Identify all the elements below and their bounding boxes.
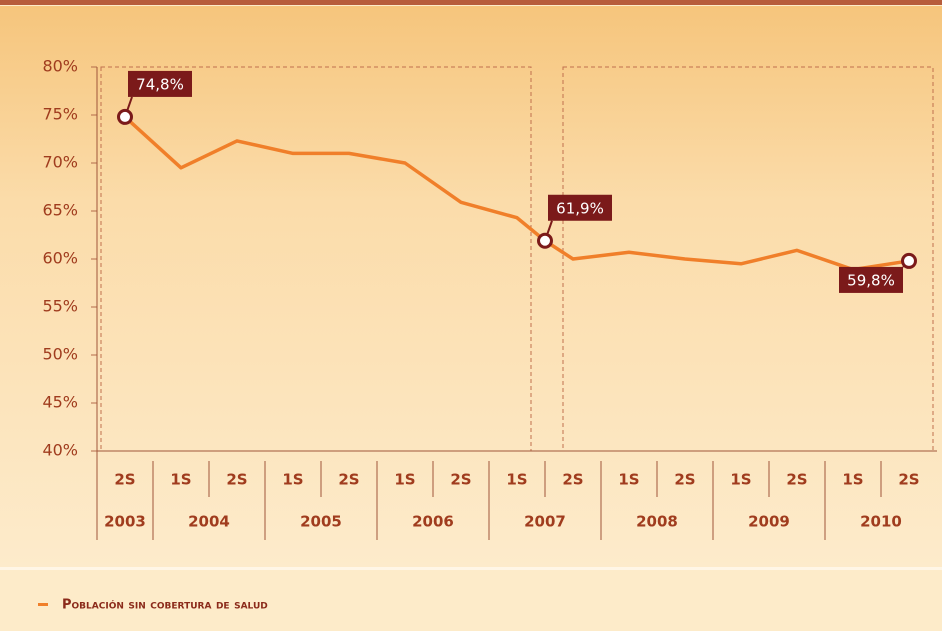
group-label: 2004 xyxy=(188,513,230,531)
y-tick-label: 65% xyxy=(42,201,78,220)
line xyxy=(123,115,910,272)
data-label: 59,8% xyxy=(847,271,895,289)
group-label: 2006 xyxy=(412,513,454,531)
x-tick-label: 1S xyxy=(394,471,415,489)
group-label: 2003 xyxy=(104,513,146,531)
group-label: 2009 xyxy=(748,513,790,531)
y-tick-label: 40% xyxy=(42,441,78,460)
annotation-box xyxy=(548,194,612,221)
legend-swatch xyxy=(38,603,48,606)
group-label: 2010 xyxy=(860,513,902,531)
x-tick-label: 2S xyxy=(562,471,583,489)
x-tick-label: 2S xyxy=(114,471,135,489)
x-tick-label: 2S xyxy=(338,471,359,489)
group-label: 2008 xyxy=(636,513,678,531)
y-tick-label: 80% xyxy=(42,57,78,76)
x-tick-label: 1S xyxy=(506,471,527,489)
group-label: 2005 xyxy=(300,513,342,531)
annotation-box xyxy=(128,70,192,97)
y-tick-label: 75% xyxy=(42,105,78,124)
x-tick-label: 2S xyxy=(450,471,471,489)
y-tick-label: 50% xyxy=(42,345,78,364)
x-tick-label: 2S xyxy=(898,471,919,489)
y-tick-label: 45% xyxy=(42,393,78,412)
annotation-box xyxy=(839,266,903,293)
x-tick-label: 1S xyxy=(170,471,191,489)
plot-background xyxy=(0,6,942,567)
x-tick-label: 1S xyxy=(282,471,303,489)
x-tick-label: 1S xyxy=(842,471,863,489)
top-rule xyxy=(0,0,942,5)
x-tick-label: 2S xyxy=(674,471,695,489)
marker xyxy=(117,108,133,125)
x-tick-label: 1S xyxy=(730,471,751,489)
y-tick-label: 55% xyxy=(42,297,78,316)
marker xyxy=(537,232,553,249)
x-tick-label: 2S xyxy=(786,471,807,489)
x-tick-label: 1S xyxy=(618,471,639,489)
marker xyxy=(901,252,917,269)
data-label: 74,8% xyxy=(136,75,184,93)
x-tick-label: 2S xyxy=(226,471,247,489)
y-tick-label: 60% xyxy=(42,249,78,268)
group-label: 2007 xyxy=(524,513,566,531)
y-tick-label: 70% xyxy=(42,153,78,172)
data-label: 61,9% xyxy=(556,199,604,217)
legend-label: Población sin cobertura de salud xyxy=(62,598,268,613)
separator xyxy=(0,567,942,570)
